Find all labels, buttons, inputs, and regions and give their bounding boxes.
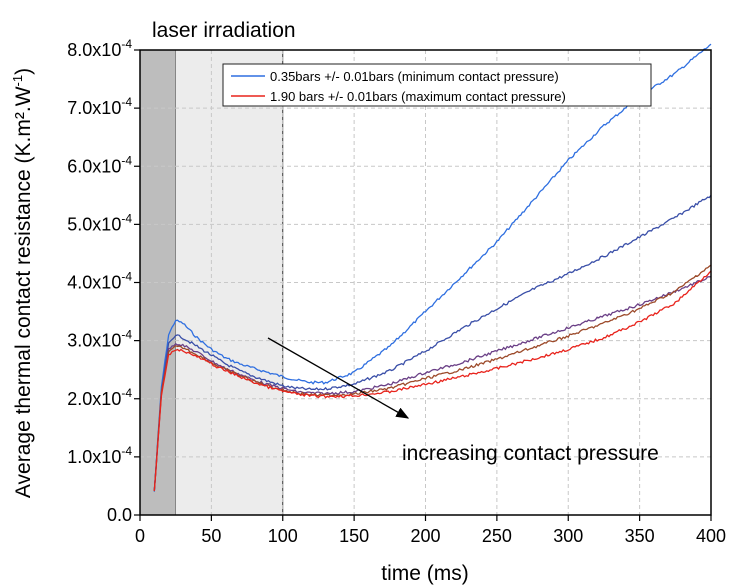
- x-tick-label: 50: [201, 526, 221, 546]
- y-tick-label: 2.0x10-4: [67, 386, 132, 409]
- x-tick-label: 350: [625, 526, 655, 546]
- legend-box: [222, 63, 652, 107]
- laser-irradiation-label: laser irradiation: [152, 19, 296, 42]
- grid-lines: [140, 50, 711, 515]
- x-tick-label: 0: [135, 526, 145, 546]
- shaded-region-1: [175, 50, 283, 515]
- y-axis-ticks: 0.0 1.0x10-4 2.0x10-4 3.0x10-4 4.0x10-4 5.0x1…: [67, 37, 140, 525]
- y-tick-label: 4.0x10-4: [67, 270, 132, 293]
- x-axis-ticks: 0 50 100 150 200 250 300 350 400: [135, 515, 726, 546]
- y-tick-label: 0.0: [107, 505, 132, 525]
- y-tick-label: 5.0x10-4: [67, 211, 132, 234]
- series-line-2: [153, 276, 712, 492]
- increasing-pressure-label: increasing contact pressure: [402, 442, 659, 465]
- y-axis-title: Average thermal contact resistance (K.m²…: [10, 68, 35, 498]
- x-axis-title: time (ms): [381, 562, 469, 585]
- x-tick-label: 200: [410, 526, 440, 546]
- x-tick-label: 100: [268, 526, 298, 546]
- y-tick-label: 3.0x10-4: [67, 328, 132, 351]
- shaded-regions: [140, 50, 284, 515]
- y-tick-label: 7.0x10-4: [67, 95, 132, 118]
- series-line-4: [153, 270, 712, 492]
- data-series: [153, 43, 712, 492]
- legend-label-max-pressure: 1.90 bars +/- 0.01bars (maximum contact …: [270, 89, 566, 104]
- y-tick-label: 8.0x10-4: [67, 37, 132, 60]
- legend-label-min-pressure: 0.35bars +/- 0.01bars (minimum contact p…: [270, 69, 559, 84]
- y-tick-label: 6.0x10-4: [67, 153, 132, 176]
- x-tick-label: 400: [696, 526, 726, 546]
- x-tick-label: 250: [482, 526, 512, 546]
- pressure-arrow-line: [267, 337, 410, 419]
- series-line-1: [153, 194, 712, 491]
- pressure-arrow: [267, 337, 410, 419]
- series-line-0: [153, 43, 712, 492]
- legend: 0.35bars +/- 0.01bars (minimum contact p…: [222, 63, 652, 107]
- x-tick-label: 150: [339, 526, 369, 546]
- series-line-3: [153, 264, 712, 492]
- y-tick-label: 1.0x10-4: [67, 444, 132, 467]
- x-tick-label: 300: [553, 526, 583, 546]
